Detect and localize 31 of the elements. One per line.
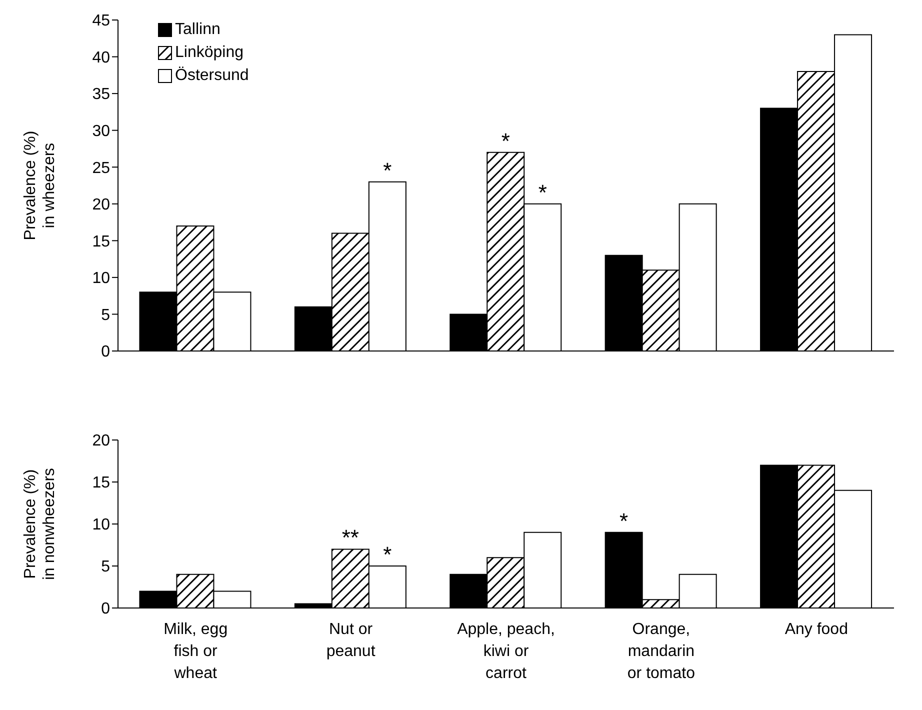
y-tick-label: 40 [92,49,110,66]
y-tick-label: 35 [92,86,110,104]
x-tick-label: Any food [784,621,848,638]
y-axis-title: Prevalence (%) in nonwheezers [22,468,58,580]
data-label: * [620,508,629,534]
y-tick-label: 20 [92,196,110,214]
x-tick-label: Orange, mandarin or tomato [627,621,696,682]
data-label: * [501,128,510,154]
legend-label: Linköping [175,44,244,62]
data-label: * [383,542,392,567]
y-tick-label: 0 [101,344,110,361]
y-tick-label: 45 [92,12,110,30]
y-tick-label: 0 [101,600,110,618]
legend-label: Östersund [175,66,249,84]
data-label: * [383,158,392,183]
y-tick-label: 10 [92,516,110,534]
x-tick-label: Nut or peanut [326,621,376,660]
y-tick-label: 10 [92,270,110,288]
y-tick-label: 5 [101,306,110,324]
y-tick-label: 15 [92,233,110,250]
y-tick-label: 15 [92,474,110,492]
y-tick-label: 30 [92,123,110,140]
legend-label: Tallinn [175,20,220,38]
data-label: ** [342,525,360,550]
y-tick-label: 25 [92,160,110,177]
y-tick-label: 5 [101,558,110,576]
y-axis-title: Prevalence (%) in wheezers [22,130,58,240]
data-label: * [538,180,548,205]
x-tick-label: Apple, peach, kiwi or carrot [457,621,555,682]
y-tick-label: 20 [92,432,110,450]
x-tick-label: Milk, egg fish or wheat [164,621,228,682]
